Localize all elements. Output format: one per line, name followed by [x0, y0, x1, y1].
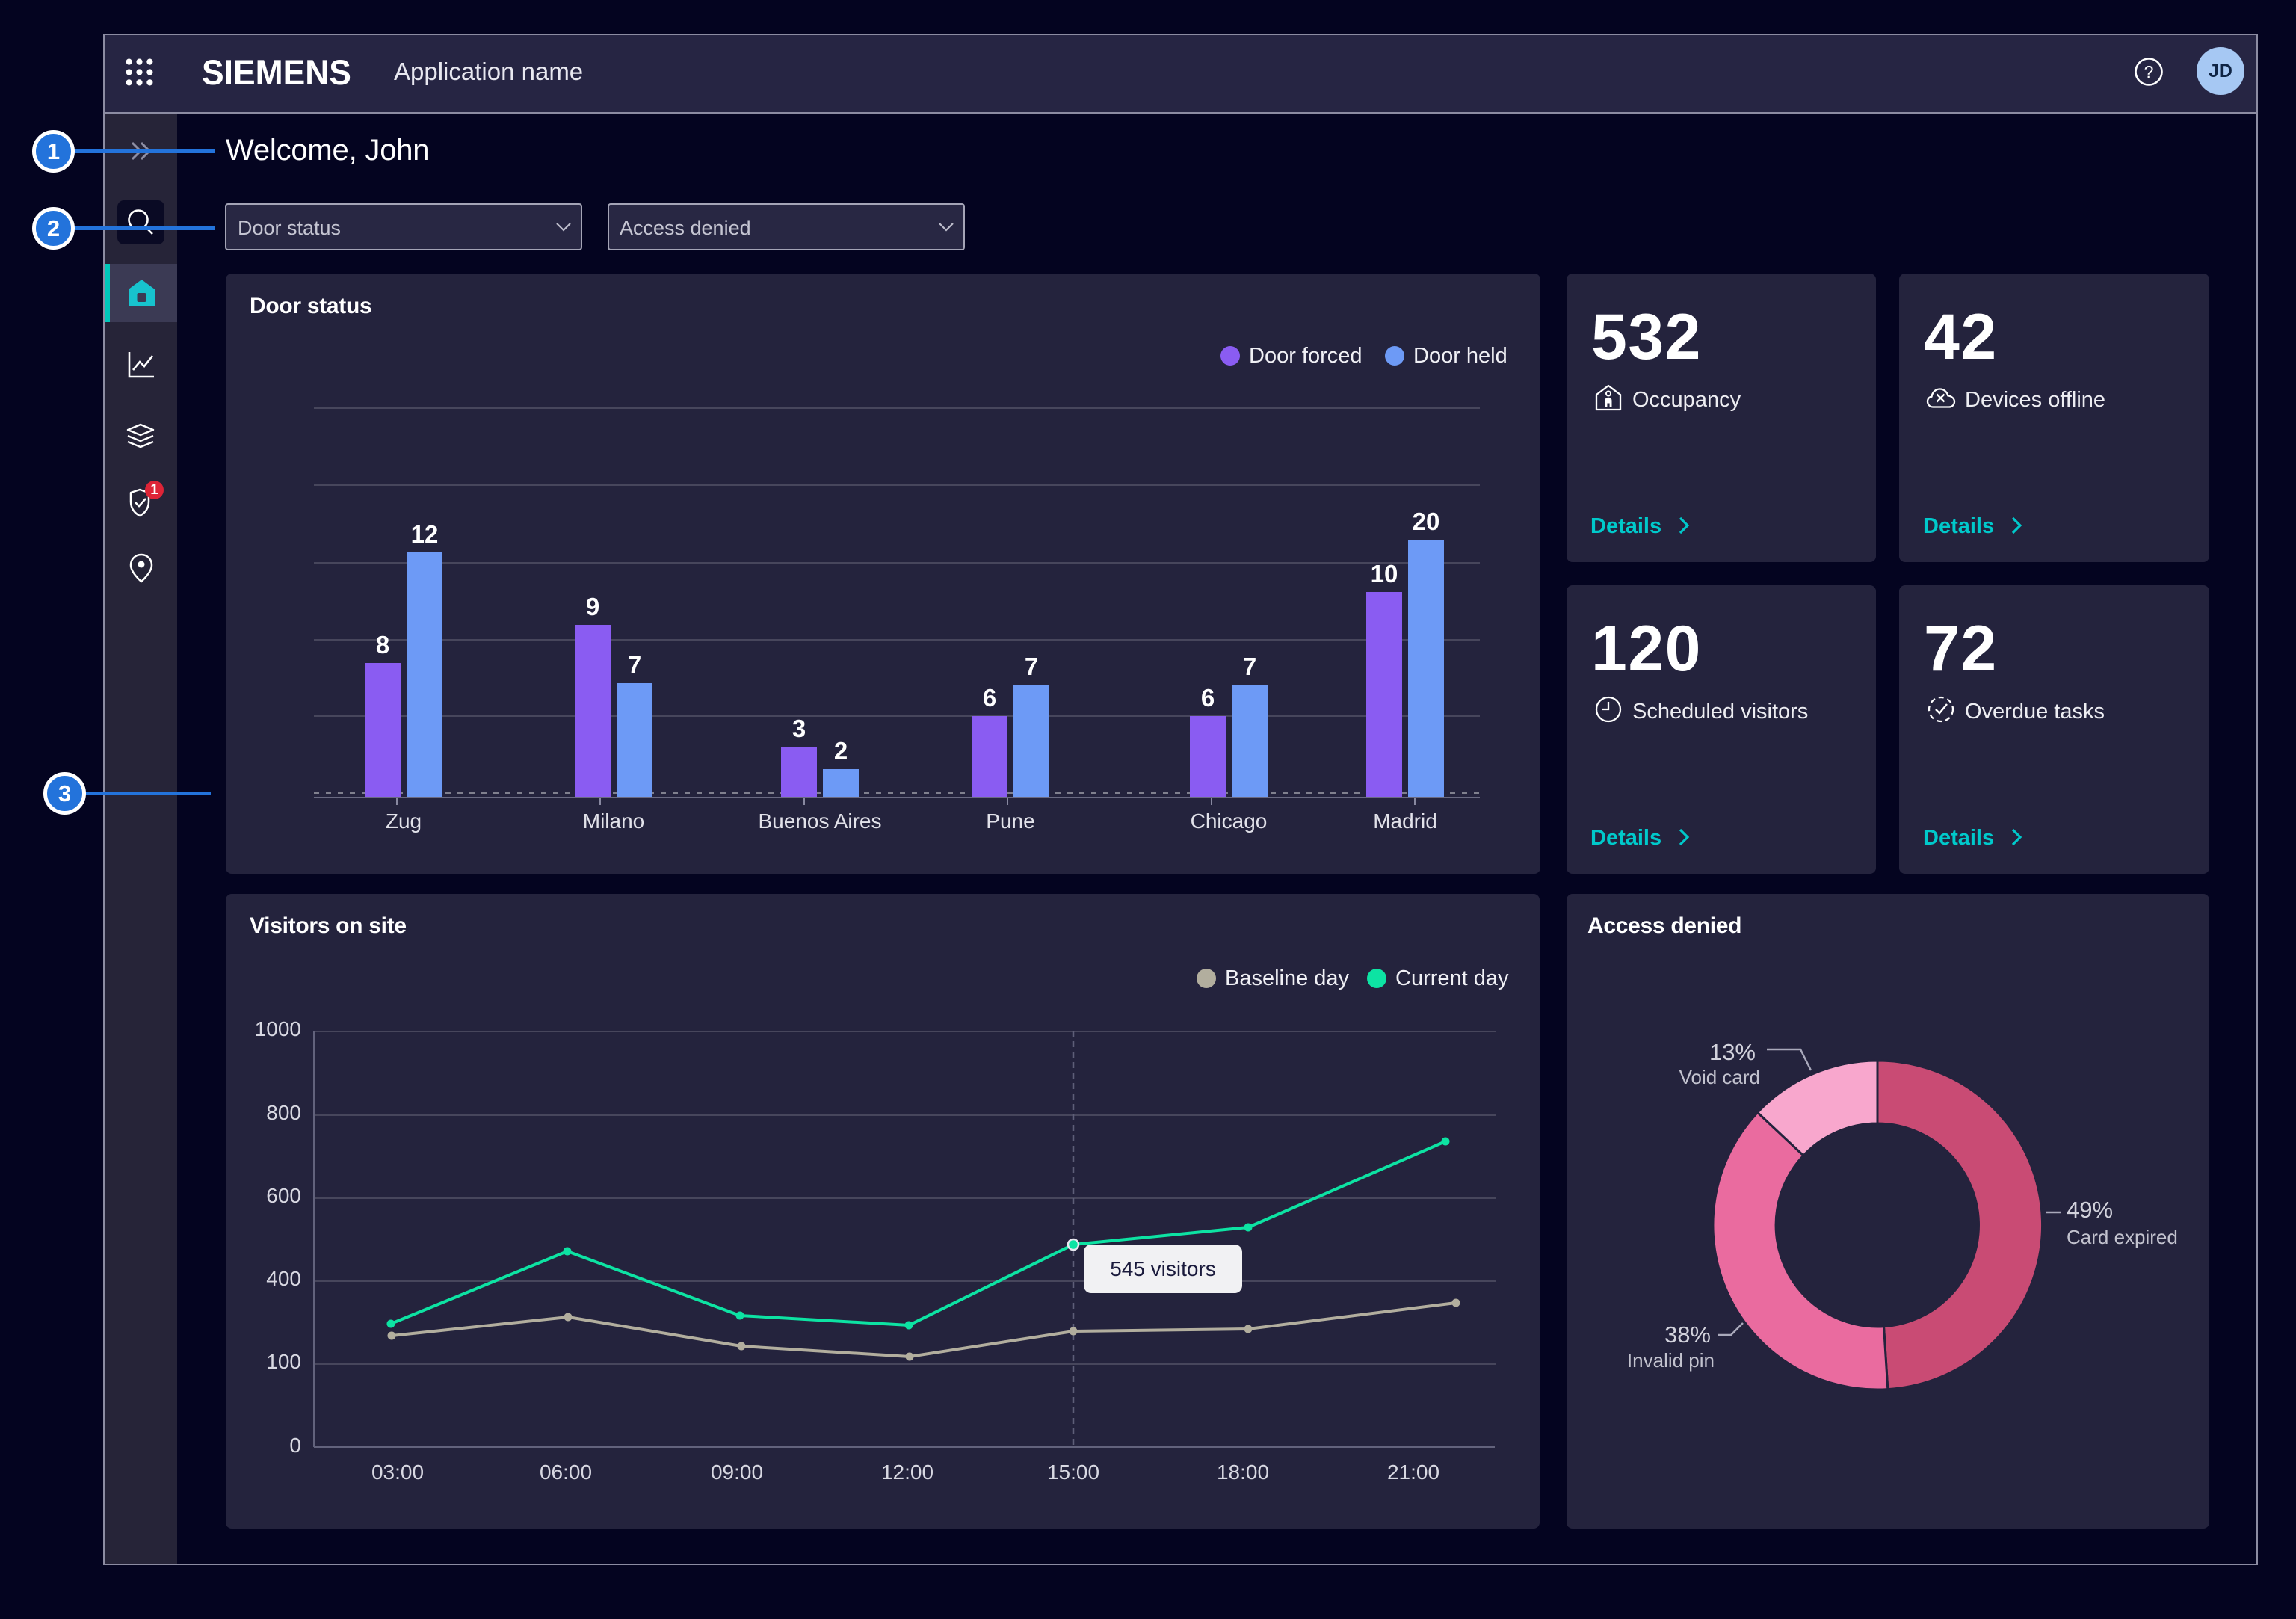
svg-text:?: ?: [2144, 62, 2154, 81]
